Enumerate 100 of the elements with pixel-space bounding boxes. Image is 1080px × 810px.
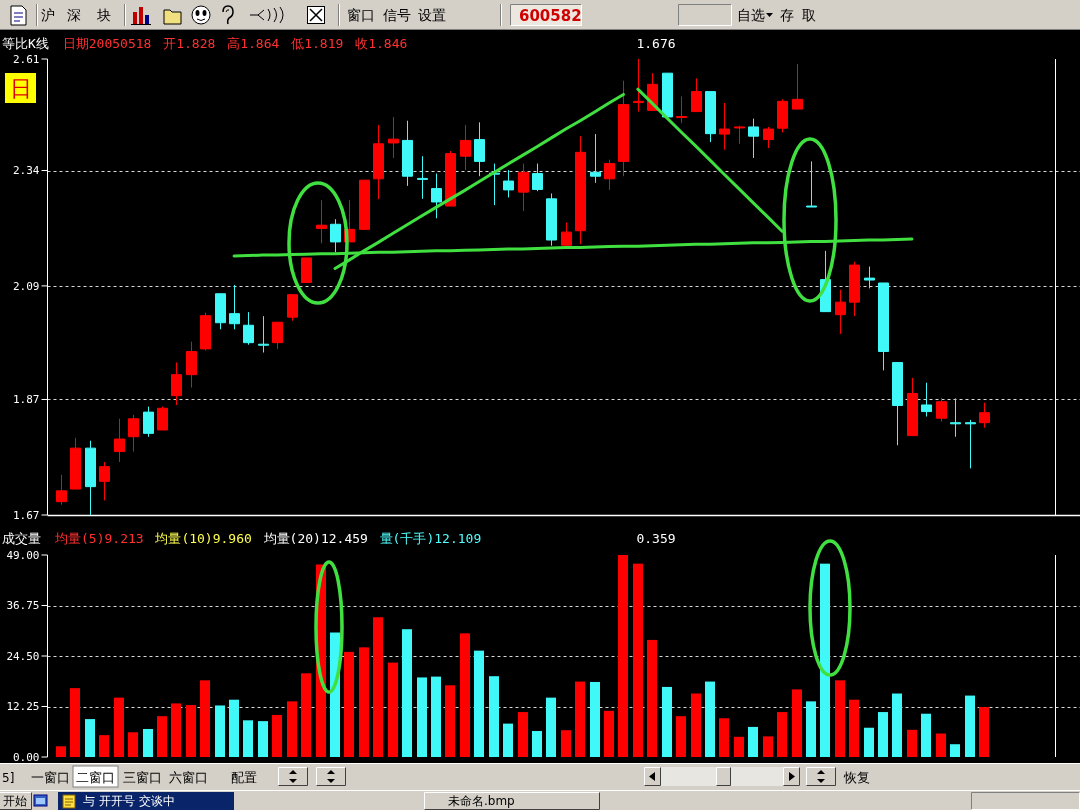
text: 窗口 [347, 7, 375, 23]
bar [229, 699, 239, 757]
bar [70, 688, 80, 757]
line-series [636, 87, 784, 233]
bar [575, 681, 585, 757]
bar [359, 647, 369, 757]
candlestick [70, 437, 81, 490]
candlestick [777, 98, 788, 133]
bar [965, 695, 975, 757]
bar [344, 651, 354, 757]
bar [820, 563, 830, 757]
bar [936, 733, 946, 757]
text: 深 [67, 7, 81, 23]
candlestick [431, 173, 442, 219]
candlestick [200, 312, 211, 351]
bar [662, 686, 672, 757]
text: 0.359 [636, 531, 676, 546]
text: 均量(20)12.459 [262, 531, 368, 546]
bar [806, 701, 816, 757]
bar [561, 730, 571, 757]
text: 高1.864 [227, 36, 280, 51]
candlestick [849, 261, 860, 317]
bar [532, 731, 542, 757]
bar [878, 712, 888, 757]
y-tick-label: 36.75 [6, 599, 40, 613]
bar [215, 705, 225, 757]
text: 均量(10)9.960 [154, 531, 252, 546]
candlestick [921, 382, 932, 418]
candlestick [287, 294, 298, 322]
candlestick [691, 77, 702, 113]
candlestick [417, 155, 428, 200]
bar [85, 719, 95, 757]
bar [792, 689, 802, 757]
candlestick [518, 163, 529, 212]
text: 开1.828 [163, 36, 216, 51]
bar [143, 728, 153, 757]
y-tick-label: 24.50 [6, 649, 40, 663]
candlestick [316, 199, 327, 244]
bar [272, 714, 282, 757]
bar [402, 629, 412, 757]
bar [979, 707, 989, 757]
candlestick [157, 406, 168, 431]
bar [719, 718, 729, 757]
candlestick [373, 124, 384, 200]
candlestick [864, 266, 875, 289]
candlestick [186, 341, 197, 389]
bar [705, 681, 715, 757]
text: 低1.819 [291, 36, 344, 51]
text: 均量(5)9.213 [54, 531, 144, 546]
candlestick [99, 461, 110, 501]
text: 收1.846 [355, 36, 408, 51]
candlestick [56, 474, 67, 506]
bar [503, 723, 513, 757]
candlestick [171, 361, 182, 406]
bar [330, 632, 340, 757]
y-tick-label: 49.00 [6, 548, 40, 562]
candlestick [835, 289, 846, 335]
bar [431, 676, 441, 757]
chart-title: 成交量 [2, 531, 41, 546]
candlestick [114, 418, 125, 463]
candlestick [561, 221, 572, 246]
candlestick [965, 419, 976, 469]
bar [388, 662, 398, 757]
y-tick-label: 1.67 [13, 508, 40, 522]
text: 块 [96, 7, 111, 23]
text: 自选 [737, 7, 765, 23]
text: 恢复 [843, 770, 870, 785]
bar [128, 732, 138, 757]
bar [921, 713, 931, 757]
candlestick [618, 80, 629, 177]
bar [258, 721, 268, 757]
bar [157, 716, 167, 757]
bar [849, 699, 859, 757]
bar [647, 639, 657, 757]
period-box: 日 [5, 73, 36, 103]
y-tick-label: 1.87 [13, 393, 40, 407]
candlestick [979, 402, 990, 429]
text: 六窗口 [169, 770, 208, 785]
candlestick [705, 91, 716, 143]
candlestick [143, 406, 154, 438]
candlestick [734, 125, 745, 145]
y-tick-label: 2.61 [13, 52, 40, 66]
text: 开始 [3, 794, 27, 808]
text: 三窗口 [123, 770, 162, 785]
y-tick-label: 12.25 [6, 700, 40, 714]
candlestick [950, 397, 961, 438]
candlestick [676, 95, 687, 124]
y-tick-label: 0.00 [13, 750, 40, 764]
bar [691, 693, 701, 757]
candlestick [604, 159, 615, 191]
candlestick [402, 120, 413, 187]
bar [186, 705, 196, 757]
candlestick [359, 179, 370, 230]
bar [777, 712, 787, 757]
bar [590, 681, 600, 757]
bar [243, 720, 253, 757]
candlestick [272, 321, 283, 350]
candlestick [892, 361, 903, 446]
bar [301, 673, 311, 757]
bar [907, 729, 917, 757]
